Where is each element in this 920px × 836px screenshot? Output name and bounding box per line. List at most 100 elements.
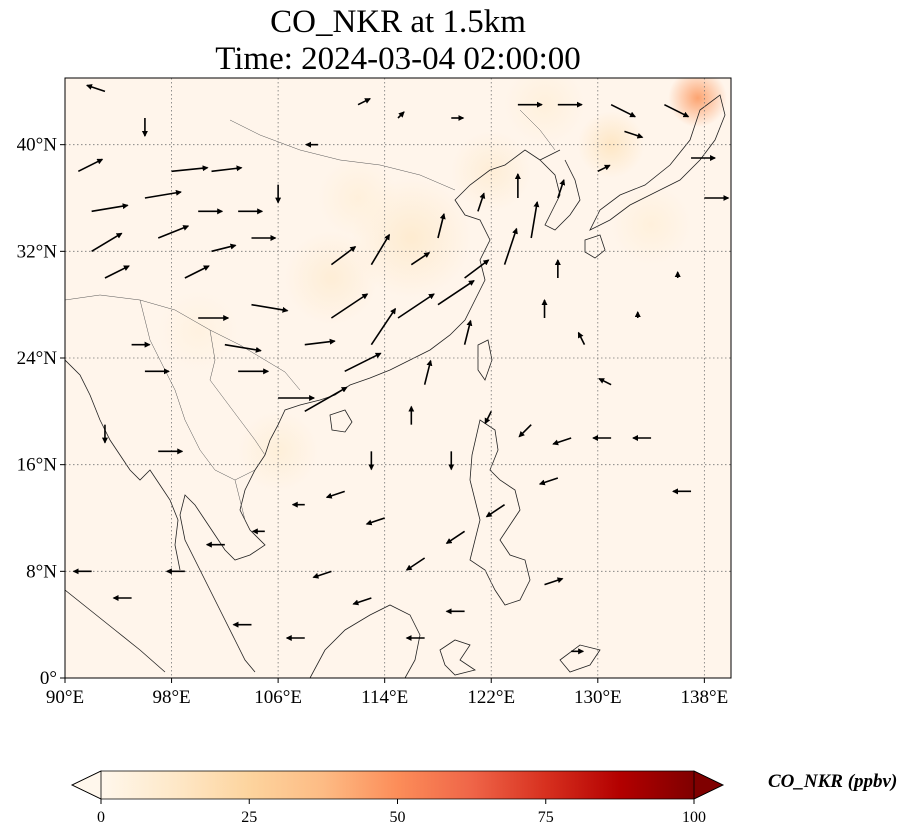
wind-vector-arrow	[344, 352, 382, 373]
co-hotspot	[158, 291, 239, 372]
wind-vector-arrow	[304, 386, 348, 413]
wind-vector-arrow	[503, 227, 518, 265]
x-tick-label: 122°E	[467, 687, 515, 708]
wind-vector-arrow	[352, 597, 372, 606]
wind-vector-arrow	[357, 97, 371, 106]
x-tick-label: 98°E	[152, 687, 190, 708]
wind-vector-arrow	[485, 504, 506, 518]
country-border	[229, 119, 456, 191]
y-tick-label: 40°N	[17, 135, 58, 156]
wind-vector-arrow	[86, 84, 106, 93]
wind-vector-arrow	[405, 557, 426, 571]
korea-coastline	[539, 159, 581, 231]
wind-vector-arrow	[518, 424, 532, 438]
country-border	[139, 299, 256, 481]
sulawesi-coastline	[439, 639, 476, 676]
x-tick-label: 138°E	[681, 687, 729, 708]
wind-vector-arrow	[552, 437, 572, 446]
wind-vector-arrow	[610, 103, 637, 118]
y-tick-label: 24°N	[17, 348, 58, 369]
colorbar-extend-low	[71, 770, 102, 800]
co-hotspot	[577, 111, 645, 178]
philippines-coastline	[469, 419, 531, 606]
wind-vector-arrow	[397, 111, 405, 119]
wind-vector-arrow	[557, 179, 566, 199]
wind-vector-arrow	[538, 477, 559, 486]
wind-vector-arrow	[477, 192, 486, 212]
wind-vector-arrow	[624, 130, 644, 139]
colorbar-tick-label: 50	[390, 809, 406, 826]
wind-vector-arrow	[445, 530, 466, 544]
borneo-coastline	[309, 604, 421, 678]
wind-vector-arrow	[312, 570, 332, 579]
coastline-layer	[65, 94, 726, 678]
wind-vector-arrow	[410, 252, 431, 266]
co-hotspot	[318, 158, 398, 238]
colorbar-gradient	[101, 771, 694, 799]
wind-vector-arrow	[144, 189, 182, 199]
wind-vector-arrow	[104, 265, 130, 279]
map-title: CO_NKR at 1.5km	[270, 4, 526, 40]
wind-vector-arrow	[325, 490, 345, 499]
myanmar-coastline	[65, 359, 181, 571]
colorbar: 0 25 50 75 100	[71, 770, 724, 826]
colorbar-tick-label: 0	[97, 809, 105, 826]
wind-vector-arrow	[464, 259, 490, 279]
wind-vector-arrow	[423, 359, 433, 385]
country-border	[234, 479, 246, 521]
wind-vector-arrow	[224, 343, 262, 353]
wind-vector-layer	[72, 84, 730, 655]
wind-vector-arrow	[184, 265, 210, 279]
wind-vector-arrow	[365, 517, 385, 526]
co-hotspot	[504, 78, 585, 145]
wind-vector-arrow	[437, 213, 446, 239]
gridline-layer	[65, 78, 731, 678]
wind-vector-arrow	[397, 293, 435, 319]
colorbar-tick-label: 75	[538, 809, 554, 826]
wind-vector-arrow	[211, 243, 237, 253]
hainan-island	[329, 409, 353, 433]
wind-vector-arrow	[577, 331, 586, 346]
wind-vector-arrow	[370, 307, 397, 346]
map-frame	[64, 77, 732, 679]
y-tick-label: 32°N	[17, 241, 58, 262]
wind-vector-arrow	[598, 377, 612, 386]
y-tick-label: 16°N	[17, 455, 58, 476]
sumatra-coastline	[65, 589, 166, 673]
colorbar-extend-high	[693, 770, 724, 800]
wind-vector-arrow	[597, 164, 611, 173]
taiwan-island	[477, 339, 493, 381]
kyushu-coastline	[584, 234, 606, 259]
y-axis-ticks: 0° 8°N 16°N 24°N 32°N 40°N	[17, 135, 65, 689]
map-plot-area	[65, 78, 731, 678]
x-tick-label: 130°E	[574, 687, 622, 708]
wind-vector-arrow	[91, 203, 129, 213]
co-hotspot	[284, 231, 379, 325]
co-hotspot	[668, 78, 727, 128]
wind-vector-arrow	[157, 225, 190, 239]
x-tick-label: 90°E	[46, 687, 84, 708]
wind-vector-arrow	[330, 246, 357, 266]
country-border	[209, 329, 266, 456]
co-hotspot	[611, 184, 692, 265]
wind-vector-arrow	[171, 165, 209, 173]
new-guinea-coastline	[559, 644, 601, 673]
wind-vector-arrow	[544, 577, 564, 586]
wind-vector-arrow	[463, 319, 473, 345]
colorbar-label: CO_NKR (ppbv)	[768, 771, 898, 792]
wind-vector-arrow	[77, 158, 104, 173]
country-border	[519, 109, 556, 151]
china-coastline	[264, 149, 561, 456]
co-concentration-field	[65, 78, 731, 678]
wind-vector-arrow	[664, 103, 690, 118]
japan-coastline	[589, 94, 726, 231]
colorbar-tick-label: 100	[682, 809, 706, 826]
wind-vector-arrow	[251, 303, 289, 313]
x-tick-label: 114°E	[361, 687, 408, 708]
wind-vector-arrow	[304, 338, 336, 346]
wind-vector-arrow	[211, 165, 243, 173]
map-timestamp: Time: 2024-03-04 02:00:00	[215, 41, 581, 77]
y-tick-label: 8°N	[26, 561, 57, 582]
x-axis-ticks: 90°E 98°E 106°E 114°E 122°E 130°E 138°E	[46, 678, 728, 708]
